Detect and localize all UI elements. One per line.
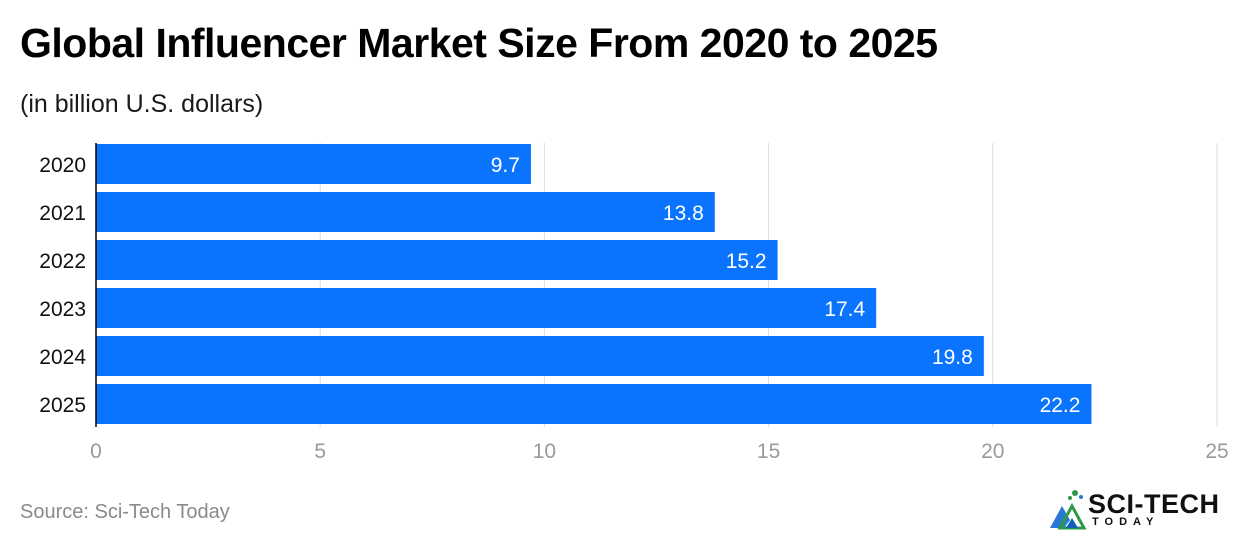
brand-logo: SCI-TECH TODAY [1048,488,1228,532]
category-label: 2025 [39,394,86,417]
data-label: 17.4 [824,298,865,321]
bar [96,384,1092,424]
x-tick-label: 20 [981,440,1004,463]
data-label: 9.7 [491,154,520,177]
category-label: 2021 [39,202,86,225]
category-label: 2020 [39,154,86,177]
bar [96,240,778,280]
category-label: 2024 [39,346,86,369]
bar [96,192,715,232]
bar [96,288,877,328]
x-tick-label: 10 [533,440,556,463]
sci-tech-triangle-logo-icon [1050,490,1087,530]
data-label: 22.2 [1040,394,1081,417]
logo-subword: TODAY [1092,516,1160,528]
category-label: 2023 [39,298,86,321]
data-label: 13.8 [663,202,704,225]
x-tick-label: 0 [90,440,102,463]
data-label: 19.8 [932,346,973,369]
bar [96,336,984,376]
x-tick-label: 15 [757,440,780,463]
chart-subtitle: (in billion U.S. dollars) [20,90,264,118]
chart-title: Global Influencer Market Size From 2020 … [20,20,938,66]
source-note: Source: Sci-Tech Today [20,501,230,523]
logo-wordmark: SCI-TECH [1088,489,1220,519]
x-tick-label: 25 [1205,440,1228,463]
data-label: 15.2 [726,250,767,273]
category-label: 2022 [39,250,86,273]
x-tick-label: 5 [314,440,326,463]
bar [96,144,531,184]
